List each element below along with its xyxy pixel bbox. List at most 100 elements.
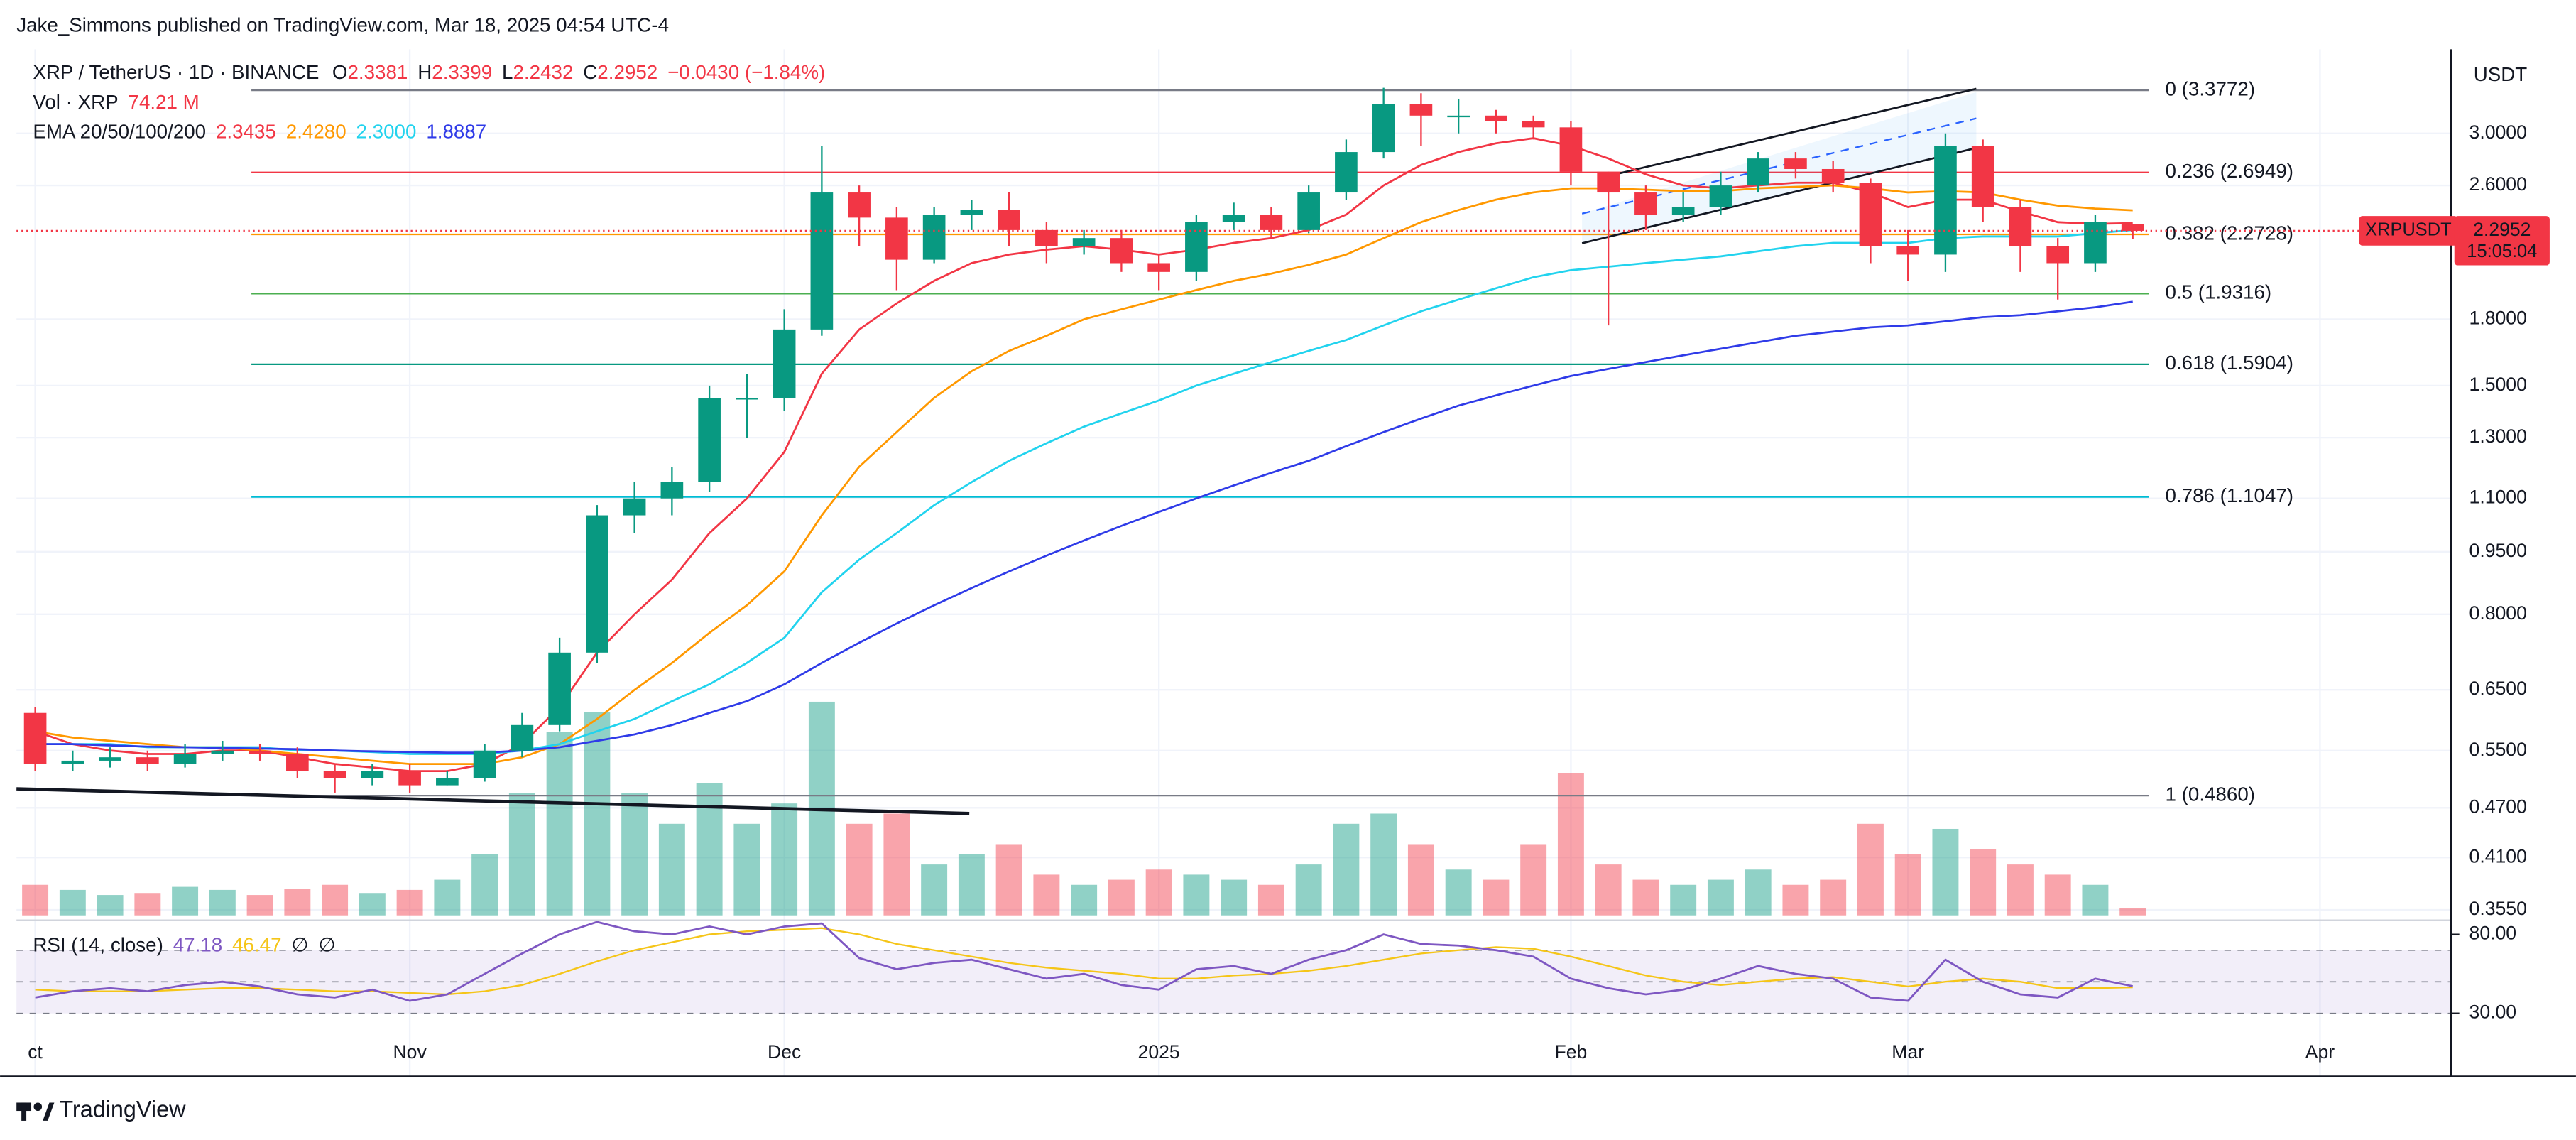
candle-body <box>2009 207 2032 246</box>
volume-bar <box>396 889 423 916</box>
ema-value: 1.8887 <box>426 121 486 143</box>
close-value: 2.2952 <box>597 61 657 83</box>
candle-body <box>1709 185 1732 207</box>
volume-bar <box>1520 844 1547 916</box>
candles <box>23 87 2144 793</box>
volume-bar <box>1707 879 1734 916</box>
volume-bar <box>1745 869 1772 916</box>
volume-bar <box>2007 864 2034 916</box>
candle-body <box>1859 183 1882 246</box>
candle-body <box>1147 263 1170 272</box>
rsi-ma-line <box>35 927 2133 996</box>
volume-bar <box>1108 879 1135 916</box>
candle-body <box>1747 158 1770 186</box>
x-tick-label: Dec <box>768 1041 801 1063</box>
currency: USDT <box>2474 63 2528 85</box>
footer: TradingView <box>59 1097 186 1122</box>
candle-body <box>698 398 721 482</box>
candle-body <box>960 210 983 215</box>
candle-body <box>23 712 47 764</box>
ema-value: 2.3435 <box>216 121 276 143</box>
volume-bar <box>2082 884 2109 916</box>
logo <box>16 1102 55 1121</box>
trendline <box>1581 146 1977 244</box>
candle-body <box>810 192 834 330</box>
price-tag-value: 2.2952 <box>2473 219 2531 240</box>
volume-bar <box>1257 884 1284 916</box>
trendline <box>16 787 970 815</box>
price-tag-countdown: 15:05:04 <box>2467 241 2537 261</box>
candle-body <box>660 482 684 499</box>
legend-rsi: RSI (14, close) 47.18 46.47 ∅ ∅ <box>33 934 335 956</box>
candle-body <box>1297 192 1320 230</box>
ema-line <box>35 184 2133 766</box>
grid <box>16 49 2452 1077</box>
axes: 3.0000 2.6000 1.8000 1.5000 1.3000 1.1000 0.95… <box>28 121 2527 1063</box>
candle-body <box>511 724 534 751</box>
volume-bar <box>59 889 86 916</box>
volume-bar <box>172 886 199 916</box>
fib-retracement: 0 (3.3772) 0.236 (2.6949) 0.382 (2.2728) 0.… <box>251 77 2293 805</box>
candle-body <box>2046 246 2070 264</box>
ohlc-label: L <box>502 61 513 83</box>
symbol-tag <box>2359 216 2458 246</box>
candle-body <box>1035 229 1058 246</box>
candle-body <box>1335 152 1358 193</box>
volume-pane <box>22 701 2146 916</box>
x-tick-label: ct <box>28 1041 43 1063</box>
y-tick-label: 0.8000 <box>2469 602 2527 624</box>
candle-body <box>848 192 871 218</box>
x-tick-label: Apr <box>2305 1041 2335 1063</box>
candle-body <box>998 210 1020 230</box>
ohlc-label: O <box>332 61 348 83</box>
candle-body <box>211 750 234 754</box>
x-tick-label: Nov <box>393 1041 427 1063</box>
low-value: 2.2432 <box>513 61 573 83</box>
y-tick-label: 1.3000 <box>2469 425 2527 447</box>
candle-body <box>736 398 758 400</box>
candle-body <box>1896 246 1920 255</box>
volume-bar <box>22 884 49 916</box>
fib-label: 0.786 (1.1047) <box>2166 484 2294 506</box>
ema-value: 2.3000 <box>356 121 417 143</box>
volume-bar <box>771 803 798 916</box>
candle-body <box>1559 127 1583 172</box>
candle-body <box>1671 207 1695 215</box>
y-tick-label: 2.6000 <box>2469 173 2527 195</box>
legend-ema: EMA 20/50/100/200 2.3435 2.4280 2.3000 1.888… <box>33 121 486 143</box>
rsi-ma-value: 46.47 <box>232 934 281 956</box>
x-tick-label: Mar <box>1892 1041 1924 1063</box>
volume-bar <box>846 823 873 916</box>
volume-bar <box>1820 879 1847 916</box>
ema-label: EMA 20/50/100/200 <box>33 121 206 143</box>
candle-body <box>1597 171 1620 193</box>
y-tick-label: 1.8000 <box>2469 307 2527 328</box>
candle-body <box>586 515 608 653</box>
volume-bar <box>2119 908 2146 916</box>
rsi-value: 47.18 <box>173 934 222 956</box>
volume-bar <box>1857 823 1884 916</box>
volume-bar <box>246 895 273 916</box>
rsi-extra: ∅ <box>319 934 336 956</box>
candle-body <box>398 771 421 786</box>
volume-bar <box>958 854 985 916</box>
candle-body <box>173 754 197 764</box>
volume-bar <box>1183 874 1210 916</box>
volume-name: Vol · XRP <box>33 91 118 113</box>
candle-body <box>136 757 159 764</box>
y-tick-label: 0.4700 <box>2469 796 2527 817</box>
symbol-tag-text: XRPUSDT <box>2365 220 2452 240</box>
volume-bar <box>322 884 349 916</box>
y-tick-label: 0.4100 <box>2469 845 2527 867</box>
volume-bar <box>1145 869 1172 916</box>
header: Jake_Simmons published on TradingView.co… <box>16 13 669 36</box>
volume-bar <box>1970 849 1997 916</box>
candle-body <box>473 750 496 778</box>
volume-bar <box>696 783 723 916</box>
ema-value: 2.4280 <box>286 121 346 143</box>
fib-label: 0.382 (2.2728) <box>2166 222 2294 244</box>
open-value: 2.3381 <box>347 61 408 83</box>
candle-body <box>99 757 121 761</box>
